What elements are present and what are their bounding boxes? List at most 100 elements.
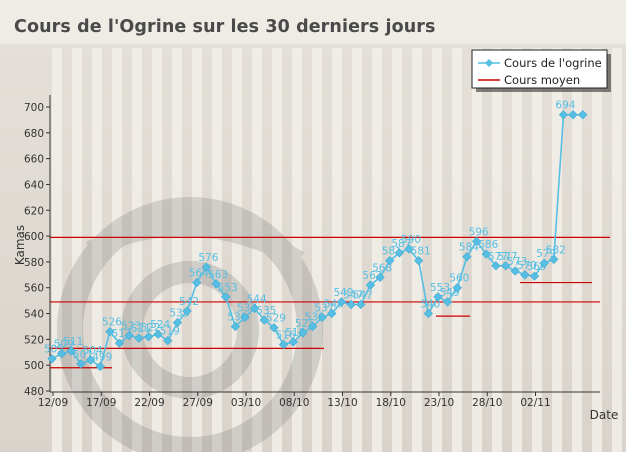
- background-stripe: [532, 48, 542, 452]
- background-stripe: [152, 48, 162, 452]
- background-stripe: [552, 48, 562, 452]
- background-stripe: [72, 48, 82, 452]
- data-point: [481, 249, 491, 259]
- x-tick-label: 17/09: [86, 397, 116, 409]
- data-point: [76, 359, 86, 369]
- y-tick-label: 620: [24, 205, 44, 217]
- data-label: 526: [102, 317, 122, 329]
- data-point: [47, 354, 57, 364]
- data-label: 530: [305, 311, 325, 323]
- x-tick-label: 13/10: [327, 397, 357, 409]
- data-label: 581: [382, 246, 402, 258]
- background-stripe: [172, 48, 182, 452]
- background-stripe: [452, 48, 462, 452]
- data-point: [423, 308, 433, 319]
- legend: Cours de l'ogrine Cours moyen: [471, 49, 611, 92]
- y-tick-label: 540: [24, 309, 44, 321]
- series: 5055095115015044995265175235215225245195…: [44, 100, 588, 372]
- background-stripe: [212, 48, 222, 452]
- background-stripe: [132, 48, 142, 452]
- data-label: 577: [498, 251, 518, 263]
- x-axis-title: Date: [590, 408, 619, 422]
- data-label: 584: [459, 242, 479, 254]
- data-point: [558, 110, 569, 120]
- data-point: [471, 236, 482, 246]
- data-label: 501: [73, 349, 93, 361]
- data-point: [452, 283, 462, 293]
- background-stripe: [232, 48, 242, 452]
- data-label: 509: [54, 339, 74, 351]
- data-label: 579: [536, 248, 556, 260]
- background-stripe: [392, 48, 402, 452]
- data-label: 582: [546, 244, 566, 256]
- data-label: 560: [449, 273, 469, 285]
- plot-background: [0, 44, 626, 452]
- background-stripe: [572, 48, 582, 452]
- axes: 480 500 520 540 560 580 600 620 640 660 680 700 12/0…: [13, 95, 618, 422]
- data-point: [192, 277, 202, 288]
- legend-box: [471, 49, 608, 89]
- data-point: [549, 254, 559, 264]
- data-point: [307, 321, 318, 332]
- background-stripe: [492, 48, 502, 452]
- data-point: [510, 266, 520, 276]
- data-point: [230, 321, 240, 332]
- background-stripe: [612, 48, 622, 452]
- data-label: 596: [469, 226, 489, 238]
- data-label: 547: [353, 290, 373, 302]
- data-label: 568: [372, 262, 392, 274]
- data-label: 542: [179, 296, 199, 308]
- data-point: [163, 336, 173, 346]
- background-stripe: [372, 48, 382, 452]
- data-label: 549: [333, 287, 353, 299]
- data-point: [278, 339, 289, 350]
- data-point: [414, 255, 424, 266]
- background-stripe: [52, 48, 62, 452]
- y-tick-label: 500: [24, 360, 44, 372]
- data-label: 504: [83, 345, 103, 357]
- background-stripe: [432, 48, 442, 452]
- data-point: [578, 110, 588, 120]
- x-tick-label: 28/10: [472, 397, 502, 409]
- data-point: [85, 355, 96, 365]
- background-stripe: [272, 48, 282, 452]
- data-label: 549: [440, 287, 460, 299]
- data-label: 577: [488, 251, 508, 263]
- background-stripe: [352, 48, 362, 452]
- data-label: 529: [266, 313, 286, 325]
- data-label: 570: [517, 260, 537, 272]
- data-label: 499: [92, 351, 112, 363]
- data-label: 586: [478, 239, 498, 251]
- data-label: 523: [121, 320, 141, 332]
- legend-key-marker: [485, 59, 493, 67]
- y-tick-label: 480: [24, 386, 44, 398]
- x-tick-label: 23/10: [424, 397, 454, 409]
- data-point: [240, 312, 250, 323]
- y-tick-label: 520: [24, 334, 44, 346]
- legend-label: Cours moyen: [504, 73, 580, 87]
- data-point: [95, 361, 105, 372]
- background-stripe: [112, 48, 122, 452]
- data-label: 511: [63, 336, 83, 348]
- data-point: [153, 329, 163, 339]
- data-point: [143, 332, 154, 342]
- y-tick-label: 660: [24, 154, 44, 166]
- data-label: 516: [276, 330, 296, 342]
- chart-title: Cours de l'Ogrine sur les 30 derniers jo…: [14, 17, 436, 37]
- data-point: [182, 306, 192, 316]
- data-point: [66, 346, 76, 356]
- x-tick-label: 12/09: [38, 397, 68, 409]
- background-stripe: [512, 48, 522, 452]
- data-label: 530: [227, 311, 247, 323]
- data-point: [520, 270, 530, 280]
- x-tick-label: 02/11: [520, 397, 550, 409]
- data-label: 576: [198, 252, 218, 264]
- data-label: 540: [420, 299, 440, 311]
- data-point: [221, 292, 231, 302]
- data-point: [201, 262, 212, 272]
- data-label: 537: [314, 302, 334, 314]
- data-point: [462, 252, 472, 262]
- data-point: [288, 337, 298, 347]
- data-point: [114, 338, 125, 348]
